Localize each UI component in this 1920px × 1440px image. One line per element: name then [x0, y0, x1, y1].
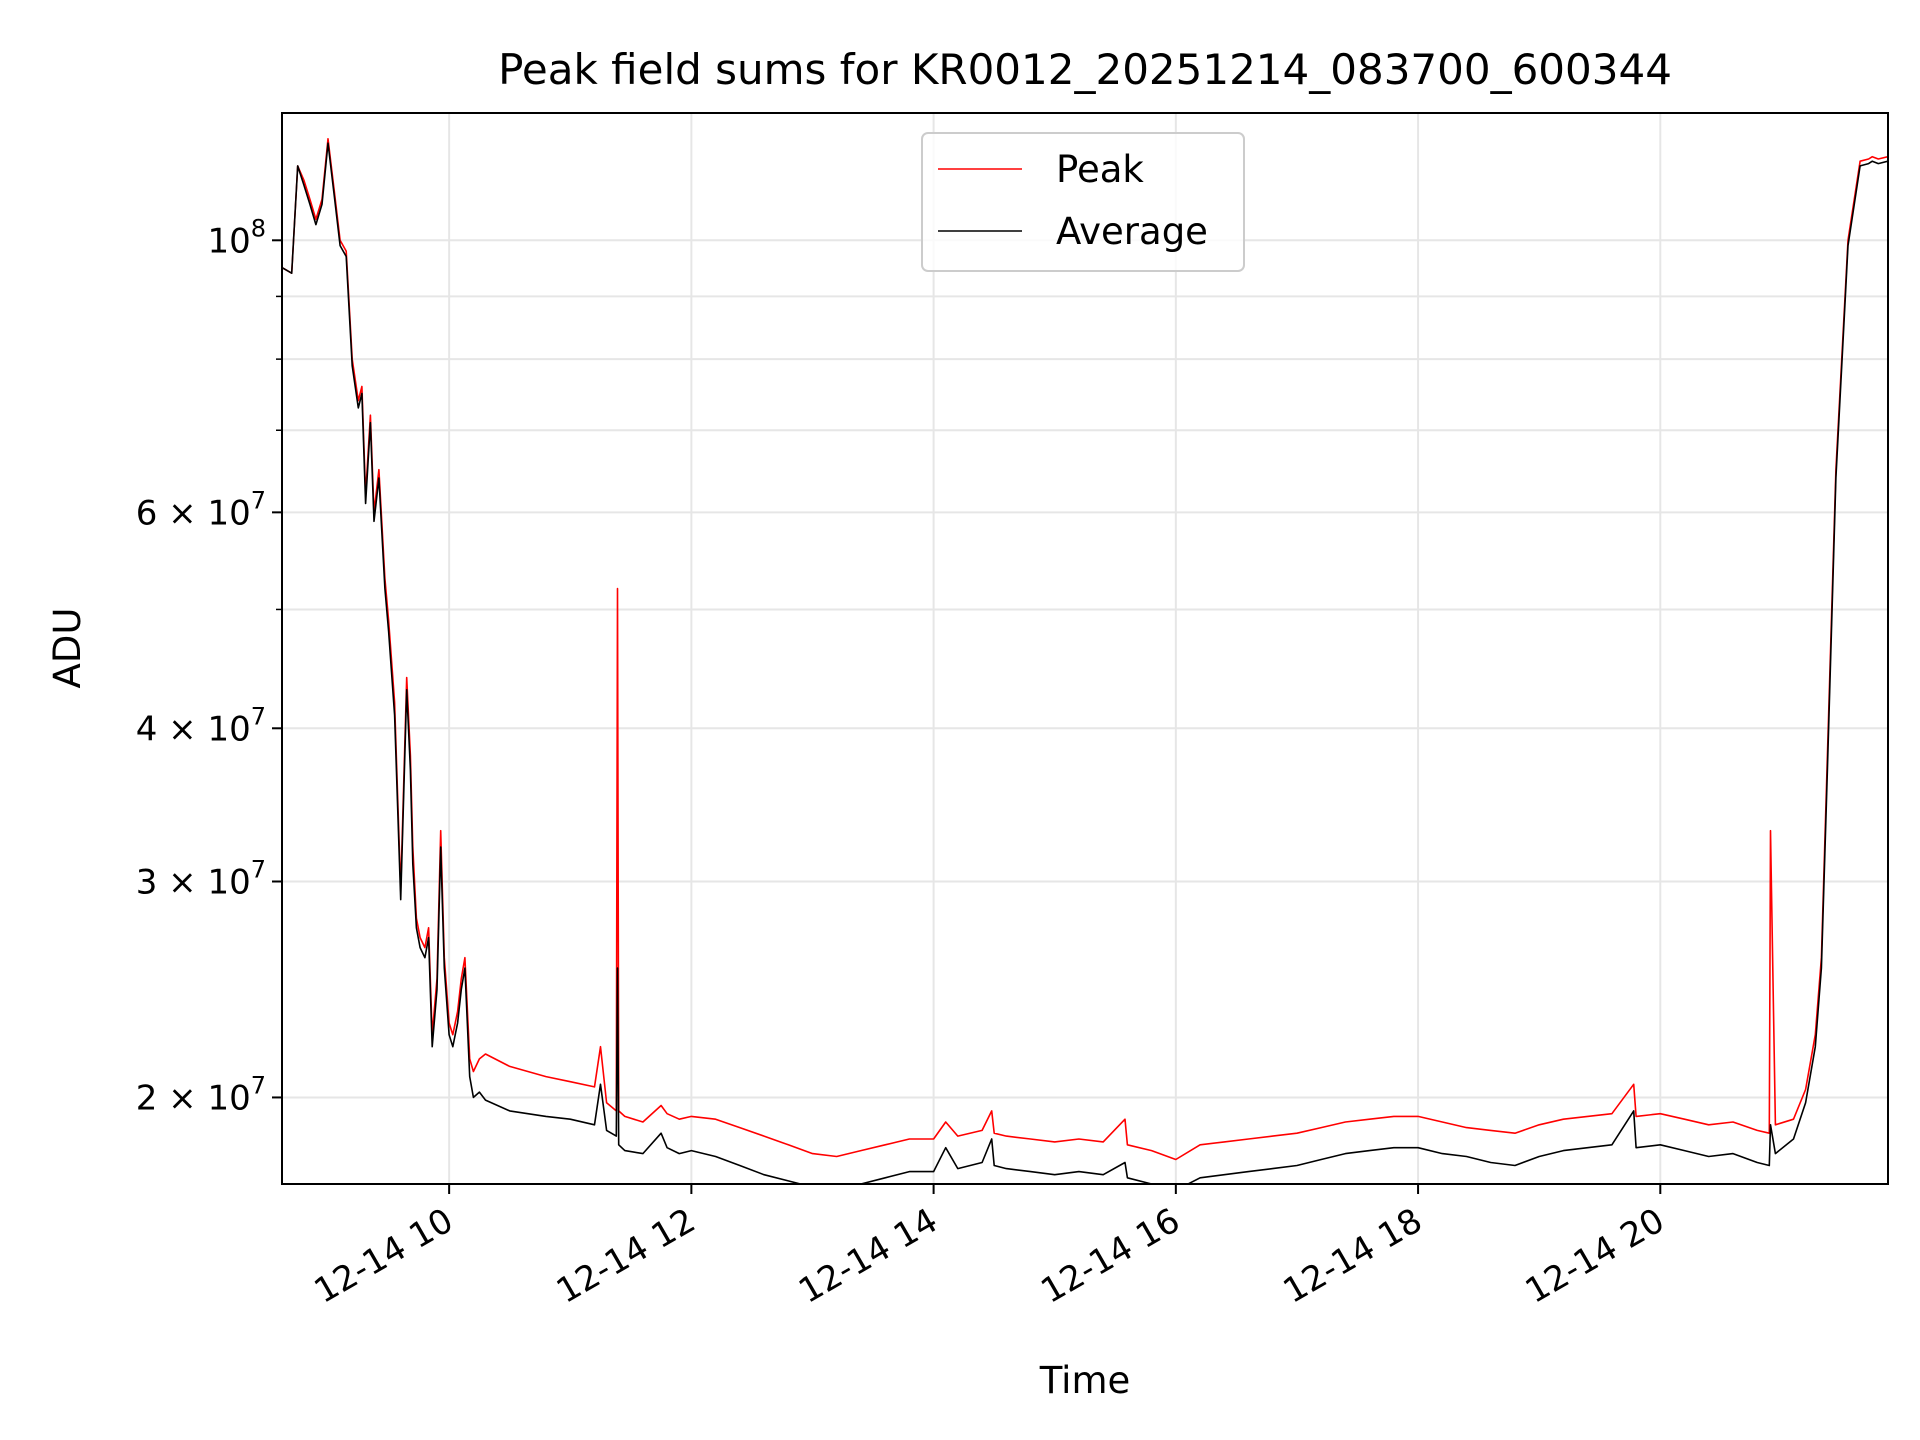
- series-line-peak: [282, 138, 1888, 1161]
- y-tick-exponent: 7: [251, 486, 266, 514]
- x-axis-label: Time: [1039, 1359, 1131, 1402]
- y-tick-label: 108: [207, 214, 266, 261]
- y-tick-exponent: 7: [251, 856, 266, 884]
- legend: Peak Average: [921, 132, 1245, 272]
- y-tick-label: 4 × 107: [136, 702, 266, 749]
- y-tick-mantissa: 4 × 10: [136, 709, 251, 749]
- y-axis-label: ADU: [46, 608, 89, 689]
- legend-peak-label: Peak: [1056, 148, 1144, 191]
- y-tick-base: 10: [207, 221, 250, 261]
- legend-average-label: Average: [1056, 210, 1208, 253]
- y-tick-mantissa: 3 × 10: [136, 863, 251, 903]
- y-tick-mantissa: 6 × 10: [136, 493, 251, 533]
- y-tick-mantissa: 2 × 10: [136, 1078, 251, 1118]
- y-tick-label: 2 × 107: [136, 1071, 266, 1118]
- plot-frame: [281, 112, 1889, 1185]
- y-tick-exponent: 7: [251, 702, 266, 730]
- y-tick-label: 3 × 107: [136, 856, 266, 903]
- y-tick-label: 6 × 107: [136, 486, 266, 533]
- plot-area: [282, 113, 1888, 1184]
- legend-box: [921, 132, 1245, 272]
- chart-title: Peak field sums for KR0012_20251214_0837…: [498, 45, 1672, 94]
- y-tick-exponent: 7: [251, 1071, 266, 1099]
- y-tick-exponent: 8: [251, 214, 266, 242]
- series-line-average: [282, 142, 1888, 1184]
